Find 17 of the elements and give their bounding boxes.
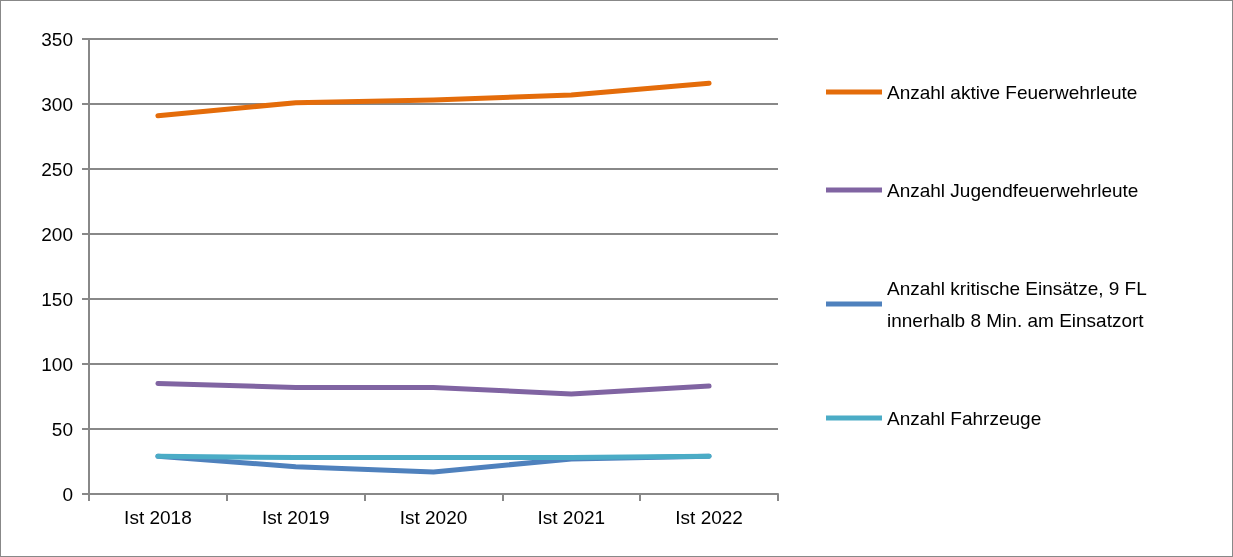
x-tick-label: Ist 2021 [537,507,606,528]
legend-label: Anzahl Fahrzeuge [887,407,1042,429]
y-tick-label: 350 [41,28,73,50]
legend-label: Anzahl Jugendfeuerwehrleute [887,179,1139,201]
x-tick-label: Ist 2018 [124,507,192,528]
x-tick-label: Ist 2020 [399,507,468,528]
x-tick-label: Ist 2019 [261,507,330,528]
legend-label: Anzahl aktive Feuerwehrleute [887,81,1138,103]
y-tick-label: 250 [41,158,73,180]
y-tick-label: 150 [41,288,73,310]
y-tick-label: 300 [41,93,73,115]
legend-label: Anzahl kritische Einsätze, 9 FL innerhalb 8 Min. am Einsatzort [887,277,1152,331]
y-tick-label: 0 [62,483,73,505]
y-tick-label: 50 [51,418,73,440]
y-tick-label: 100 [41,353,73,375]
y-tick-label: 200 [41,223,73,245]
x-tick-label: Ist 2022 [675,507,743,528]
